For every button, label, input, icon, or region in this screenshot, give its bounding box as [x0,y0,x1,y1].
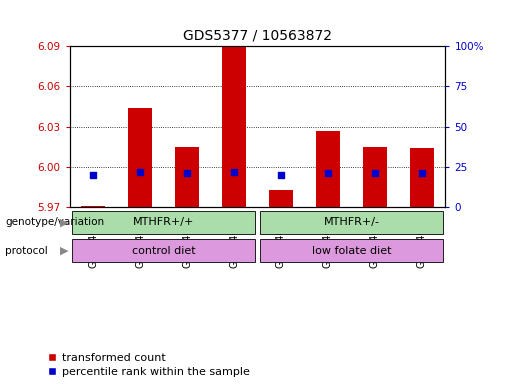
Legend: transformed count, percentile rank within the sample: transformed count, percentile rank withi… [47,353,250,377]
Point [277,172,285,178]
Point [324,170,332,177]
Bar [81,206,105,207]
Text: ▶: ▶ [60,246,68,256]
Text: control diet: control diet [132,246,195,256]
Text: protocol: protocol [5,246,48,256]
FancyBboxPatch shape [72,239,255,262]
Bar [363,147,387,207]
FancyBboxPatch shape [260,239,443,262]
Point [183,170,191,177]
Point [371,170,379,177]
Bar [222,46,246,207]
Text: genotype/variation: genotype/variation [5,217,104,227]
Text: ▶: ▶ [60,217,68,227]
Bar [316,131,340,207]
Text: low folate diet: low folate diet [312,246,391,256]
Title: GDS5377 / 10563872: GDS5377 / 10563872 [183,28,332,42]
Bar [269,190,293,207]
Text: MTHFR+/+: MTHFR+/+ [133,217,194,227]
Point [136,169,144,175]
Point [418,170,426,177]
Bar [175,147,199,207]
Bar [410,148,434,207]
Bar [128,108,152,207]
Point [89,172,97,178]
FancyBboxPatch shape [260,211,443,234]
Text: MTHFR+/-: MTHFR+/- [323,217,380,227]
Point [230,169,238,175]
FancyBboxPatch shape [72,211,255,234]
